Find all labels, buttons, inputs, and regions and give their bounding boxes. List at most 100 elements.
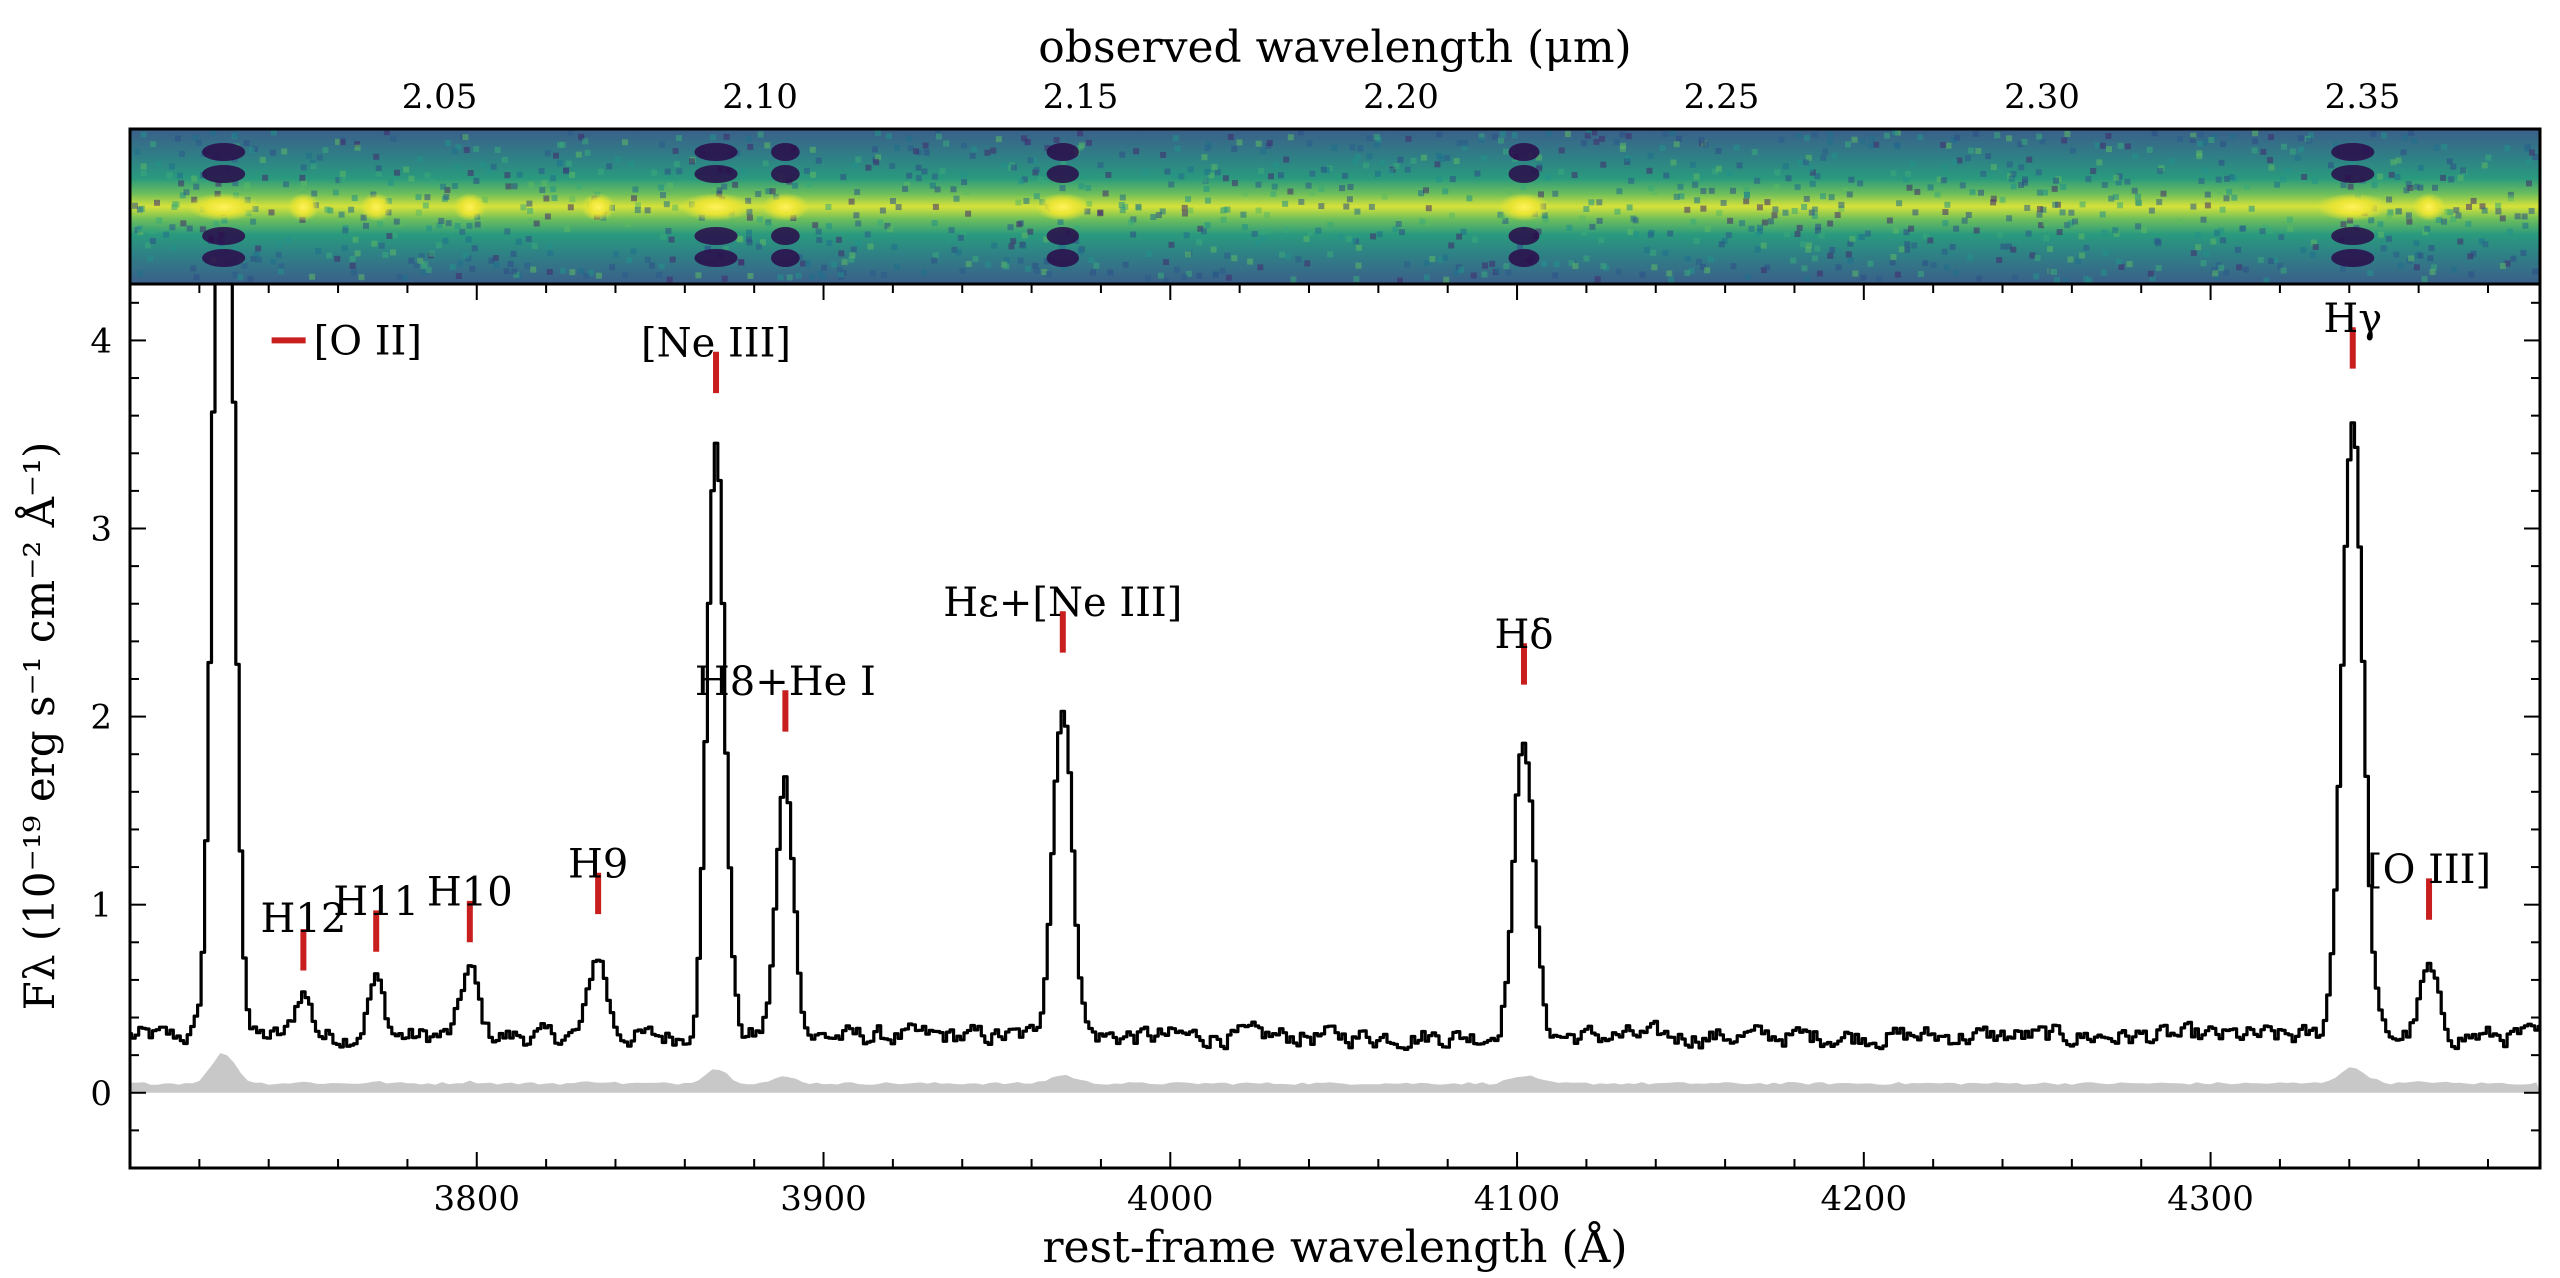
noise-pixel bbox=[1461, 144, 1468, 151]
noise-pixel bbox=[1133, 148, 1140, 155]
noise-pixel bbox=[625, 221, 631, 228]
noise-pixel bbox=[953, 195, 960, 202]
noise-pixel bbox=[2495, 208, 2502, 215]
noise-pixel bbox=[463, 147, 470, 153]
noise-pixel bbox=[1591, 129, 1598, 136]
noise-pixel bbox=[1178, 173, 1185, 180]
noise-pixel bbox=[651, 169, 658, 176]
noise-pixel bbox=[2248, 205, 2255, 212]
noise-pixel bbox=[2286, 216, 2293, 223]
noise-pixel bbox=[2507, 228, 2514, 235]
noise-pixel bbox=[516, 171, 523, 178]
noise-pixel bbox=[428, 250, 435, 257]
noise-pixel bbox=[1353, 275, 1360, 282]
noise-pixel bbox=[1954, 134, 1961, 141]
noise-pixel bbox=[354, 141, 360, 147]
noise-pixel bbox=[504, 172, 511, 179]
noise-pixel bbox=[563, 167, 569, 174]
noise-pixel bbox=[1651, 264, 1658, 271]
noise-pixel bbox=[335, 138, 341, 145]
noise-pixel bbox=[1423, 187, 1429, 194]
noise-pixel bbox=[1444, 154, 1451, 161]
noise-pixel bbox=[2112, 227, 2119, 234]
noise-pixel bbox=[960, 229, 967, 236]
noise-pixel bbox=[1812, 131, 1818, 138]
noise-pixel bbox=[2411, 138, 2418, 145]
noise-pixel bbox=[1119, 151, 1126, 158]
noise-pixel bbox=[884, 222, 891, 229]
noise-pixel bbox=[1917, 134, 1924, 141]
noise-pixel bbox=[510, 250, 517, 257]
noise-pixel bbox=[1811, 206, 1818, 213]
noise-pixel bbox=[1626, 204, 1633, 211]
noise-pixel bbox=[2086, 277, 2093, 284]
noise-pixel bbox=[1894, 129, 1901, 136]
noise-pixel bbox=[803, 167, 810, 174]
line-marker-group: Hγ bbox=[2323, 296, 2382, 369]
noise-pixel bbox=[1613, 138, 1620, 145]
noise-pixel bbox=[894, 263, 900, 270]
noise-pixel bbox=[2226, 188, 2233, 195]
noise-pixel bbox=[1016, 221, 1023, 228]
noise-pixel bbox=[2453, 207, 2460, 214]
noise-pixel bbox=[1659, 144, 1666, 151]
noise-pixel bbox=[1448, 242, 1455, 249]
noise-pixel bbox=[166, 172, 173, 179]
noise-pixel bbox=[403, 166, 410, 173]
noise-pixel bbox=[1690, 218, 1697, 225]
noise-pixel bbox=[1712, 168, 1719, 175]
noise-pixel bbox=[175, 135, 181, 142]
noise-pixel bbox=[1698, 137, 1705, 144]
noise-pixel bbox=[668, 236, 675, 243]
noise-pixel bbox=[2455, 212, 2462, 219]
line-marker-group: H12 bbox=[260, 896, 346, 971]
noise-pixel bbox=[1277, 172, 1284, 179]
noise-pixel bbox=[1088, 257, 1095, 263]
noise-pixel bbox=[466, 222, 473, 229]
2d-spectrum-panel bbox=[128, 127, 2542, 286]
noise-pixel bbox=[1886, 217, 1893, 224]
noise-pixel bbox=[1399, 229, 1405, 236]
noise-pixel bbox=[1241, 224, 1248, 230]
noise-pixel bbox=[2287, 225, 2294, 232]
noise-pixel bbox=[1420, 154, 1427, 161]
noise-pixel bbox=[2147, 270, 2154, 277]
noise-pixel bbox=[1168, 241, 1175, 248]
noise-pixel bbox=[363, 222, 369, 229]
noise-pixel bbox=[1890, 254, 1897, 261]
noise-pixel bbox=[961, 142, 968, 149]
noise-pixel bbox=[1906, 184, 1913, 191]
noise-pixel bbox=[2200, 216, 2207, 223]
noise-pixel bbox=[179, 192, 186, 199]
noise-pixel bbox=[1673, 193, 1680, 200]
noise-pixel bbox=[559, 267, 566, 274]
noise-pixel bbox=[1558, 147, 1565, 154]
feature-shadow bbox=[771, 227, 800, 245]
noise-pixel bbox=[2263, 277, 2270, 284]
noise-pixel bbox=[383, 129, 390, 136]
noise-pixel bbox=[1704, 267, 1711, 274]
noise-pixel bbox=[2528, 208, 2535, 214]
noise-pixel bbox=[1778, 136, 1785, 143]
noise-pixel bbox=[1704, 226, 1711, 233]
noise-pixel bbox=[1542, 216, 1549, 223]
noise-pixel bbox=[1845, 141, 1851, 148]
noise-pixel bbox=[2021, 138, 2028, 145]
feature-2d bbox=[2412, 193, 2446, 221]
noise-pixel bbox=[1472, 236, 1479, 243]
noise-pixel bbox=[1240, 211, 1247, 218]
noise-pixel bbox=[1456, 233, 1463, 240]
noise-pixel bbox=[275, 251, 282, 258]
noise-pixel bbox=[2040, 206, 2047, 213]
noise-pixel bbox=[1045, 271, 1052, 278]
noise-pixel bbox=[199, 226, 206, 233]
noise-pixel bbox=[1511, 132, 1518, 139]
noise-pixel bbox=[2252, 130, 2259, 137]
noise-pixel bbox=[528, 181, 535, 188]
noise-pixel bbox=[1185, 270, 1192, 277]
top-tick-label: 2.25 bbox=[1684, 77, 1760, 117]
x-tick-label: 4300 bbox=[2167, 1179, 2254, 1219]
noise-pixel bbox=[360, 214, 367, 221]
noise-pixel bbox=[2083, 276, 2090, 283]
noise-pixel bbox=[1990, 164, 1997, 171]
